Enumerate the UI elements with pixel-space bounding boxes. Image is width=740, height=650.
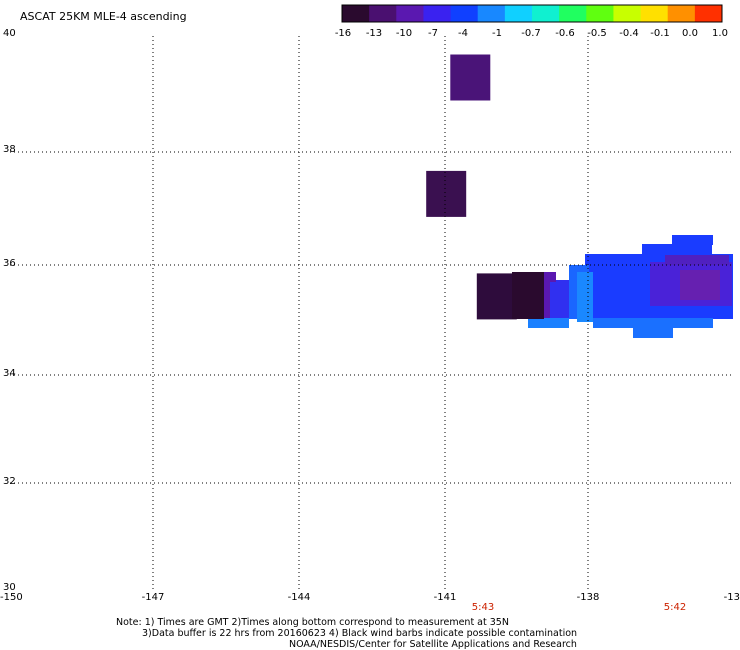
pass-time-label: 5:43 — [472, 602, 494, 613]
lon-label: -13 — [724, 592, 740, 603]
data-layer — [426, 54, 517, 320]
colorbar-swatch — [613, 5, 642, 22]
colorbar-swatch — [694, 5, 723, 22]
lon-label: -138 — [577, 592, 600, 603]
colorbar-label: -13 — [366, 28, 382, 39]
lon-label: -147 — [142, 592, 165, 603]
swath-cell — [577, 272, 593, 322]
lon-label: -150 — [0, 592, 23, 603]
note-line-2: 3)Data buffer is 22 hrs from 20160623 4)… — [142, 628, 577, 639]
colorbar-label: -7 — [428, 28, 438, 39]
lat-label: 30 — [3, 582, 16, 593]
colorbar-label: -0.6 — [555, 28, 575, 39]
wind-data-cell — [426, 170, 467, 217]
lat-labels: 40 38 36 34 32 30 — [3, 28, 16, 593]
colorbar-swatch — [342, 5, 370, 22]
map-title: ASCAT 25KM MLE-4 ascending — [20, 10, 187, 23]
note-line-1: Note: 1) Times are GMT 2)Times along bot… — [116, 617, 509, 628]
colorbar-swatch — [640, 5, 669, 22]
lat-label: 38 — [3, 144, 16, 155]
colorbar-swatch — [477, 5, 506, 22]
colorbar-label: -0.7 — [521, 28, 541, 39]
colorbar-label: 1.0 — [712, 28, 728, 39]
colorbar-swatch — [586, 5, 614, 22]
swath-cell — [680, 270, 720, 300]
lat-label: 36 — [3, 258, 16, 269]
swath-cell — [672, 235, 713, 245]
swath-cell — [633, 326, 673, 338]
swath-cell — [528, 318, 569, 328]
colorbar-label: -16 — [335, 28, 351, 39]
colorbar-label: -10 — [396, 28, 412, 39]
swath-cell — [665, 255, 729, 265]
lon-label: -144 — [288, 592, 311, 603]
colorbar-swatch — [504, 5, 533, 22]
swath-cell — [512, 272, 544, 319]
lon-labels: -150 -147 -144 -141 -138 -13 — [0, 592, 740, 603]
wind-data-cell — [476, 273, 517, 320]
swath-cell — [593, 318, 713, 328]
colorbar-label: -1 — [492, 28, 502, 39]
lat-label: 32 — [3, 476, 16, 487]
colorbar-swatch — [423, 5, 452, 22]
colorbar-swatch — [369, 5, 397, 22]
swath-cell — [544, 272, 556, 282]
wind-data-cell — [450, 54, 491, 101]
colorbar-swatch — [396, 5, 424, 22]
lat-label: 34 — [3, 368, 16, 379]
colorbar-label: -4 — [458, 28, 468, 39]
lat-label: 40 — [3, 28, 16, 39]
wind-swath — [512, 235, 733, 338]
grid — [10, 36, 733, 590]
colorbar-label: 0.0 — [682, 28, 698, 39]
lon-label: -141 — [434, 592, 457, 603]
colorbar-swatch — [559, 5, 587, 22]
colorbar-swatch — [532, 5, 560, 22]
colorbar-swatch — [450, 5, 479, 22]
colorbar-label: -0.1 — [650, 28, 670, 39]
pass-time-label: 5:42 — [664, 602, 686, 613]
colorbar-swatch — [667, 5, 696, 22]
colorbar-label: -0.5 — [587, 28, 607, 39]
note-line-3: NOAA/NESDIS/Center for Satellite Applica… — [289, 639, 577, 650]
colorbar-label: -0.4 — [619, 28, 639, 39]
colorbar: -16 -13 -10 -7 -4 -1 -0.7 -0.6 -0.5 -0.4… — [335, 4, 728, 39]
colorbar-frame — [341, 4, 723, 23]
swath-cell — [642, 244, 712, 256]
